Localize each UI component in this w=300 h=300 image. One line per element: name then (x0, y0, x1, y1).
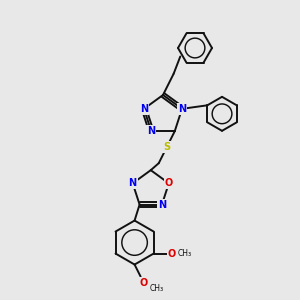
Text: O: O (167, 249, 176, 259)
Text: CH₃: CH₃ (149, 284, 164, 293)
Text: N: N (158, 200, 166, 210)
Text: N: N (140, 104, 148, 114)
Text: O: O (140, 278, 148, 288)
Text: S: S (163, 142, 170, 152)
Text: N: N (129, 178, 137, 188)
Text: O: O (165, 178, 173, 188)
Text: N: N (147, 126, 155, 136)
Text: N: N (178, 104, 186, 114)
Text: CH₃: CH₃ (178, 249, 192, 258)
